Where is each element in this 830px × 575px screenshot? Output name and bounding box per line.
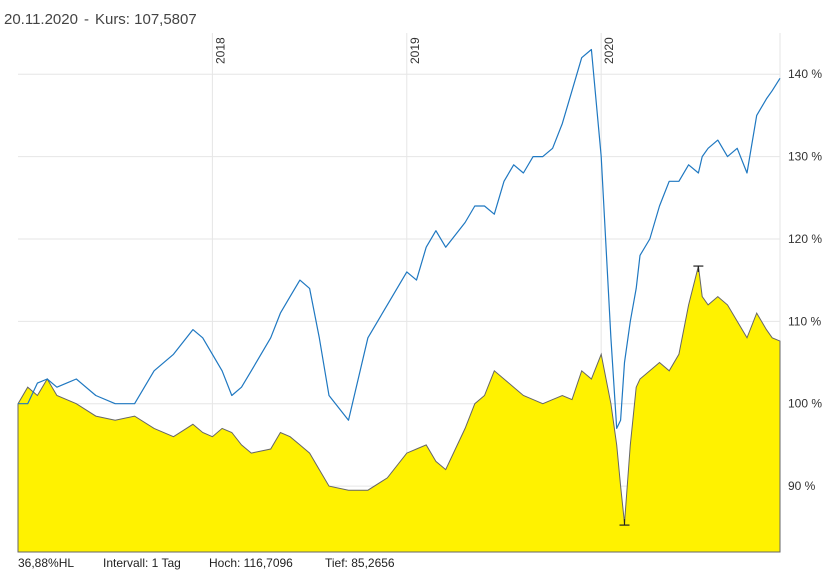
header-separator: - xyxy=(83,11,89,28)
footer-range: 36,88%HL xyxy=(18,556,75,570)
y-tick-label: 120 % xyxy=(788,232,822,246)
header-date: 20.11.2020 xyxy=(4,11,78,28)
extreme-markers xyxy=(619,265,704,526)
footer-interval: Intervall: 1 Tag xyxy=(103,556,181,570)
x-axis: 2018 2019 2020 xyxy=(213,37,616,64)
chart-header: 20.11.2020- Kurs: 107,5807 xyxy=(4,11,197,28)
x-tick-label: 2020 xyxy=(602,37,616,64)
fund-area xyxy=(17,265,781,553)
low-marker xyxy=(619,519,630,526)
y-tick-label: 110 % xyxy=(788,314,821,328)
footer-high: Hoch: 116,7096 xyxy=(209,556,293,570)
y-axis: 90 % 100 % 110 % 120 % 130 % 140 % xyxy=(788,67,822,493)
x-tick-label: 2018 xyxy=(213,37,227,64)
footer-low: Tief: 85,2656 xyxy=(325,556,395,570)
header-price: Kurs: 107,5807 xyxy=(94,11,197,28)
y-tick-label: 90 % xyxy=(788,479,816,493)
y-tick-label: 140 % xyxy=(788,67,822,81)
y-tick-label: 130 % xyxy=(788,150,822,164)
y-tick-label: 100 % xyxy=(788,397,822,411)
high-marker xyxy=(693,265,704,273)
index-line xyxy=(18,48,781,429)
x-tick-label: 2019 xyxy=(408,37,422,64)
